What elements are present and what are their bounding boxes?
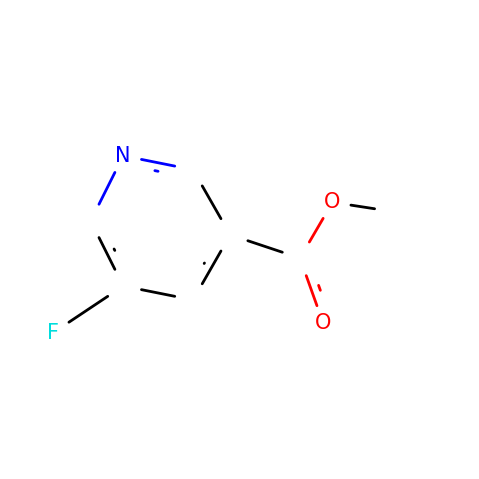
Text: O: O — [315, 313, 331, 333]
Text: N: N — [115, 146, 131, 166]
Text: O: O — [324, 192, 341, 212]
Text: F: F — [47, 322, 59, 342]
